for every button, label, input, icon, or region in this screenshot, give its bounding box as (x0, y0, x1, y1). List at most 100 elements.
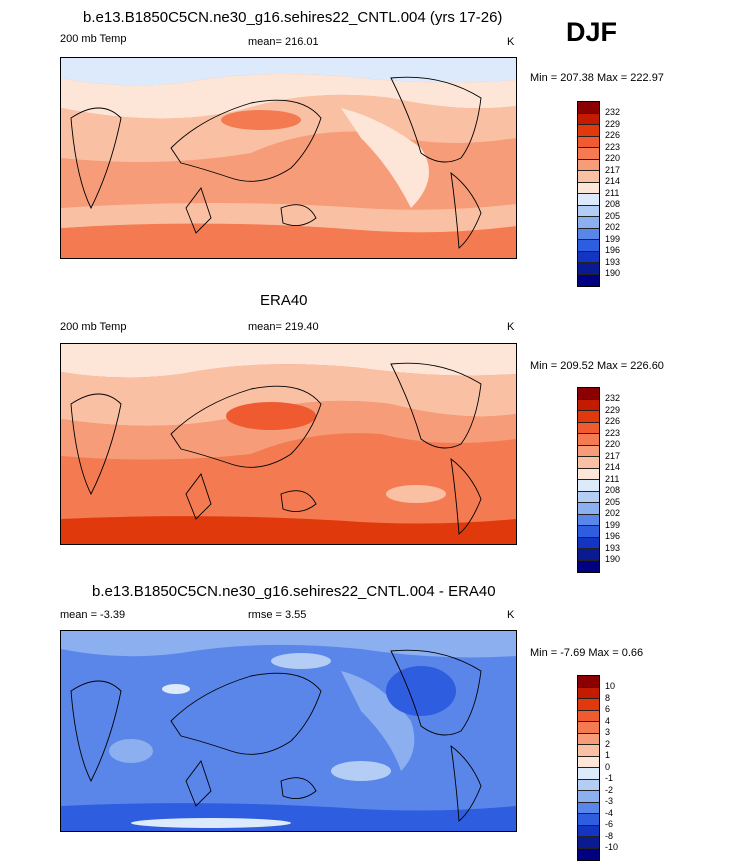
panel-2-variable-label: 200 mb Temp (60, 321, 127, 333)
colorbar-tick: -4 (605, 807, 614, 818)
panel-2-colorbar-swatch (578, 422, 599, 434)
panel-3-map (60, 630, 517, 832)
panel-2-colorbar-swatch (578, 549, 599, 561)
panel-2-colorbar-swatch (578, 434, 599, 446)
panel-2-colorbar-swatch (578, 445, 599, 457)
panel-3-colorbar-swatch (578, 733, 599, 745)
panel-2-min-max: Min = 209.52 Max = 226.60 (530, 360, 664, 372)
panel-1-colorbar-swatch (578, 251, 599, 263)
panel-2-colorbar-swatch (578, 468, 599, 480)
panel-3-colorbar-swatch (578, 814, 599, 826)
colorbar-tick: 211 (605, 473, 620, 484)
panel-3-colorbar-swatch (578, 699, 599, 711)
panel-1-colorbar-swatch (578, 171, 599, 183)
colorbar-tick: 214 (605, 462, 621, 472)
panel-3-colorbar-swatch (578, 791, 599, 803)
panel-2-contour-field (61, 344, 516, 544)
colorbar-tick: 208 (605, 199, 621, 209)
colorbar-tick: 205 (605, 210, 621, 221)
colorbar-tick: 10 (605, 681, 616, 691)
panel-3-colorbar-swatch (578, 848, 599, 860)
panel-1-map (60, 57, 517, 259)
colorbar-tick: 193 (605, 542, 621, 553)
panel-3-title: b.e13.B1850C5CN.ne30_g16.sehires22_CNTL.… (92, 583, 496, 600)
panel-1-colorbar-swatch (578, 125, 599, 137)
panel-2-title: ERA40 (260, 292, 308, 309)
colorbar-tick: 229 (605, 118, 621, 129)
colorbar-tick: 6 (605, 704, 611, 714)
panel-3-mean-label: mean = -3.39 (60, 609, 126, 621)
colorbar-tick: 2 (605, 738, 611, 749)
panel-1-colorbar-swatch (578, 148, 599, 160)
panel-1-colorbar-swatch (578, 159, 599, 171)
panel-2-colorbar-swatch (578, 560, 599, 572)
colorbar-tick: 202 (605, 222, 621, 232)
panel-1-colorbar-swatch (578, 102, 599, 114)
colorbar-tick: 226 (605, 416, 621, 426)
colorbar-tick: 211 (605, 187, 620, 198)
colorbar-tick: 229 (605, 404, 621, 415)
colorbar-tick: -8 (605, 830, 614, 841)
colorbar-tick: 226 (605, 130, 621, 140)
colorbar-tick: 208 (605, 485, 621, 495)
colorbar-tick: 199 (605, 519, 621, 530)
panel-1-colorbar-swatch (578, 228, 599, 240)
colorbar-tick: 193 (605, 256, 621, 267)
panel-3-colorbar-swatch (578, 802, 599, 814)
panel-2-colorbar-swatch (578, 388, 599, 400)
panel-2-colorbar-swatch (578, 491, 599, 503)
panel-3-colorbar-swatch (578, 745, 599, 757)
colorbar-tick: 205 (605, 496, 621, 507)
colorbar-tick: 223 (605, 427, 621, 438)
panel-3-colorbar-swatch (578, 676, 599, 688)
panel-3-colorbar-swatch (578, 756, 599, 768)
panel-2-map (60, 343, 517, 545)
panel-3-rmse-label: rmse = 3.55 (248, 609, 307, 621)
panel-3-colorbar-swatch (578, 779, 599, 791)
panel-2-colorbar-swatch (578, 514, 599, 526)
panel-1-colorbar-swatch (578, 240, 599, 252)
panel-2-colorbar-swatch (578, 399, 599, 411)
panel-1-colorbar-swatch (578, 205, 599, 217)
panel-1-units: K (507, 36, 515, 48)
colorbar-tick: 220 (605, 153, 621, 163)
colorbar-tick: 202 (605, 508, 621, 518)
colorbar-tick: 196 (605, 245, 621, 255)
panel-1-colorbar-swatch (578, 194, 599, 206)
panel-1-colorbar-swatch (578, 217, 599, 229)
panel-1-colorbar-swatch (578, 136, 599, 148)
colorbar-tick: 220 (605, 439, 621, 449)
colorbar-tick: 232 (605, 393, 621, 403)
panel-3-colorbar-swatch (578, 687, 599, 699)
colorbar-tick: -2 (605, 784, 614, 795)
colorbar-tick: -3 (605, 796, 614, 806)
panel-2-colorbar-swatch (578, 411, 599, 423)
colorbar-tick: 1 (605, 750, 611, 760)
panel-1-colorbar (577, 101, 600, 287)
colorbar-tick: 190 (605, 554, 621, 564)
colorbar-tick: -10 (605, 842, 619, 852)
colorbar-tick: -1 (605, 773, 614, 783)
panel-2-mean-label: mean= 219.40 (248, 321, 319, 333)
colorbar-tick: 217 (605, 164, 621, 175)
panel-2-colorbar (577, 387, 600, 573)
panel-2-colorbar-swatch (578, 480, 599, 492)
panel-1-colorbar-swatch (578, 274, 599, 286)
colorbar-tick: 8 (605, 692, 611, 703)
colorbar-tick: 232 (605, 107, 621, 117)
panel-3-colorbar-swatch (578, 722, 599, 734)
panel-1-colorbar-swatch (578, 113, 599, 125)
panel-1-mean-label: mean= 216.01 (248, 36, 319, 48)
panel-2-colorbar-swatch (578, 537, 599, 549)
season-label: DJF (566, 17, 618, 47)
colorbar-tick: 217 (605, 450, 621, 461)
colorbar-tick: 199 (605, 233, 621, 244)
panel-1-min-max: Min = 207.38 Max = 222.97 (530, 72, 664, 84)
panel-3-min-max: Min = -7.69 Max = 0.66 (530, 647, 644, 659)
colorbar-tick: 223 (605, 141, 621, 152)
panel-1-title: b.e13.B1850C5CN.ne30_g16.sehires22_CNTL.… (83, 9, 503, 26)
colorbar-tick: 4 (605, 715, 611, 726)
panel-2-units: K (507, 321, 515, 333)
panel-1-colorbar-swatch (578, 182, 599, 194)
panel-2-colorbar-swatch (578, 526, 599, 538)
